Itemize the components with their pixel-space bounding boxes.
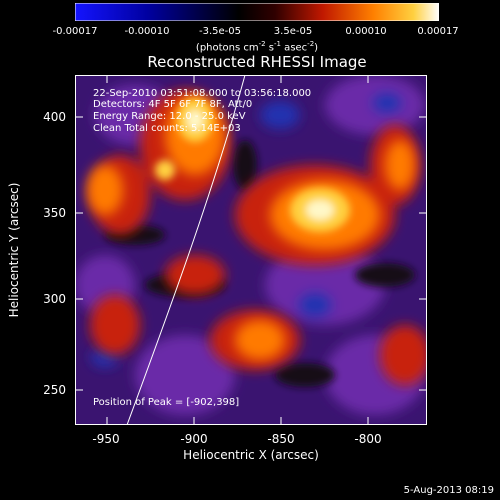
detectors-text: Detectors: 4F 5F 6F 7F 8F, Att/0 <box>93 99 253 110</box>
solar-limb-line <box>126 75 246 425</box>
date-stamp: 5-Aug-2013 08:19 <box>403 485 494 496</box>
x-tick-label: -850 <box>267 432 295 446</box>
energy-range-text: Energy Range: 12.0 - 25.0 keV <box>93 111 246 122</box>
y-axis-label: Heliocentric Y (arcsec) <box>7 182 21 318</box>
y-tick-label: 350 <box>43 206 66 220</box>
time-range-text: 22-Sep-2010 03:51:08.000 to 03:56:18.000 <box>93 88 312 99</box>
bright-peaks <box>155 98 350 232</box>
y-tick-label: 300 <box>43 292 66 306</box>
y-tick-marks <box>75 116 427 391</box>
colorbar-tick-label: 3.5e-05 <box>273 26 313 37</box>
colorbar-tick-label: 0.00010 <box>345 26 387 37</box>
x-tick-marks <box>106 75 369 425</box>
colorbar-tick-label: -0.00017 <box>52 26 98 37</box>
colorbar-tick-label: -0.00010 <box>124 26 170 37</box>
y-tick-label: 250 <box>43 383 66 397</box>
image-title: Reconstructed RHESSI Image <box>147 53 367 71</box>
method-counts-text: Clean Total counts: 5.14E+03 <box>93 123 241 134</box>
x-tick-label: -900 <box>180 432 208 446</box>
peak-position-text: Position of Peak = [-902,398] <box>93 397 240 408</box>
x-axis-label: Heliocentric X (arcsec) <box>183 448 319 462</box>
colorbar <box>75 3 439 21</box>
x-tick-label: -800 <box>354 432 382 446</box>
colorbar-tick-label: -3.5e-05 <box>199 26 241 37</box>
colorbar-units: (photons cm-2 s-1 asec-2) <box>195 40 319 54</box>
x-tick-label: -950 <box>92 432 120 446</box>
rhessi-image <box>75 75 427 425</box>
y-tick-label: 400 <box>43 110 66 124</box>
colorbar-tick-label: 0.00017 <box>417 26 459 37</box>
